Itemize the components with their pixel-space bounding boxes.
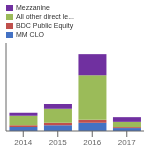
svg-text:2015: 2015 (49, 138, 67, 147)
html-text:BDC Public Equity: BDC Public Equity (16, 22, 74, 29)
html-text:Mezzanine: Mezzanine (16, 4, 50, 11)
svg-text:2016: 2016 (83, 138, 101, 147)
html-text:MM CLO: MM CLO (16, 31, 44, 38)
svg-text:2014: 2014 (14, 138, 32, 147)
svg-text:2017: 2017 (118, 138, 136, 147)
html-text:All other direct le...: All other direct le... (16, 13, 74, 20)
